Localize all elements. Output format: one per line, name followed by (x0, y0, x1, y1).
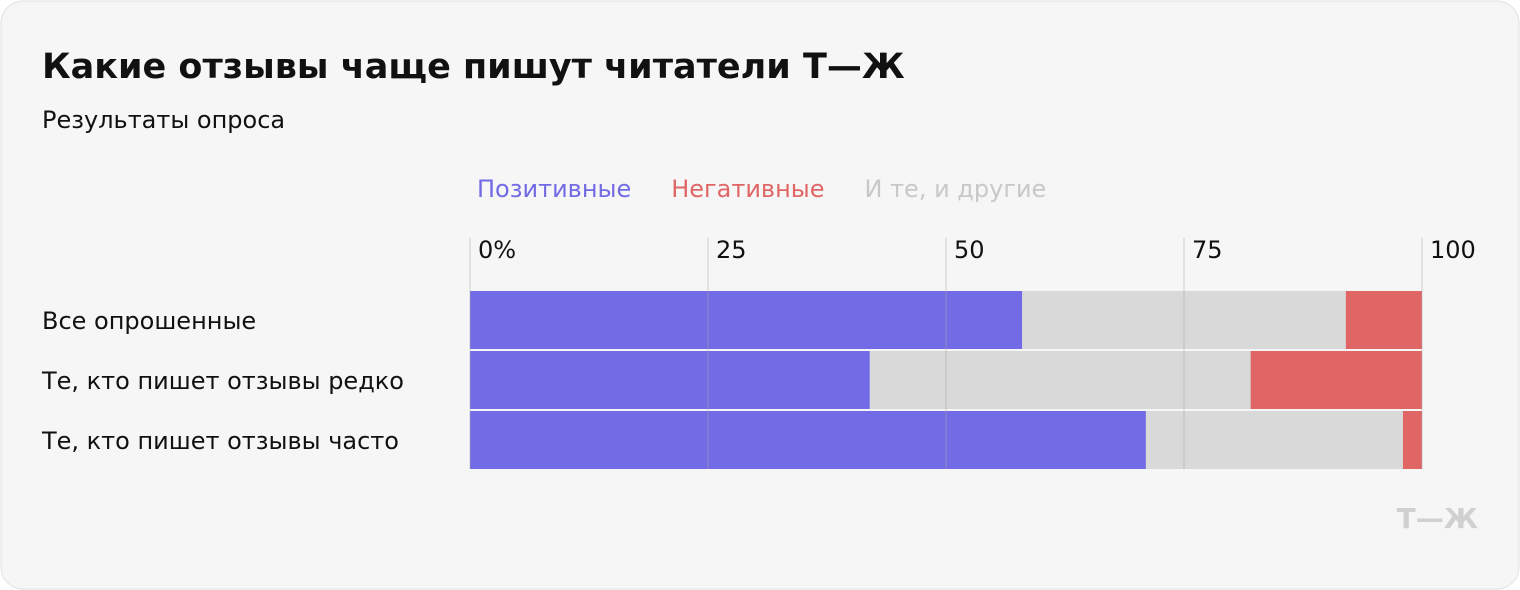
bar-segment (869, 351, 1251, 409)
bar-segment (1022, 291, 1346, 349)
bar-segment (470, 351, 870, 409)
y-tick-label: Те, кто пишет отзывы часто (41, 427, 399, 455)
x-tick-label: 25 (716, 236, 747, 264)
chart-subtitle: Результаты опроса (42, 106, 285, 134)
logo: Т—Ж (1397, 502, 1478, 535)
bar-segment (470, 291, 1023, 349)
bar-segment (1145, 411, 1403, 469)
bar-segment (1250, 351, 1422, 409)
y-tick-label: Все опрошенные (42, 307, 256, 335)
bar-segment (1402, 411, 1422, 469)
x-tick-label: 50 (954, 236, 985, 264)
bar-segment (470, 411, 1146, 469)
x-tick-label: 0% (478, 236, 516, 264)
x-tick-label: 100 (1430, 236, 1476, 264)
x-tick-label: 75 (1192, 236, 1223, 264)
bar-segment (1345, 291, 1422, 349)
y-tick-label: Те, кто пишет отзывы редко (41, 367, 404, 395)
chart-title: Какие отзывы чаще пишут читатели Т—Ж (42, 47, 905, 87)
legend-entry: И те, и другие (864, 175, 1046, 203)
legend-entry: Позитивные (477, 175, 631, 203)
legend-entry: Негативные (671, 175, 824, 203)
